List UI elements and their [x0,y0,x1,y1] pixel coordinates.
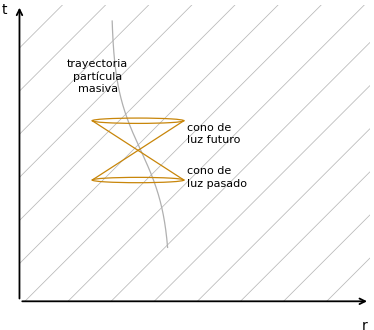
Text: t: t [2,3,7,17]
Text: trayectoria
partícula
masiva: trayectoria partícula masiva [67,59,128,94]
Text: cono de
luz futuro: cono de luz futuro [187,123,240,146]
Text: r: r [362,318,367,330]
Text: cono de
luz pasado: cono de luz pasado [187,166,246,188]
